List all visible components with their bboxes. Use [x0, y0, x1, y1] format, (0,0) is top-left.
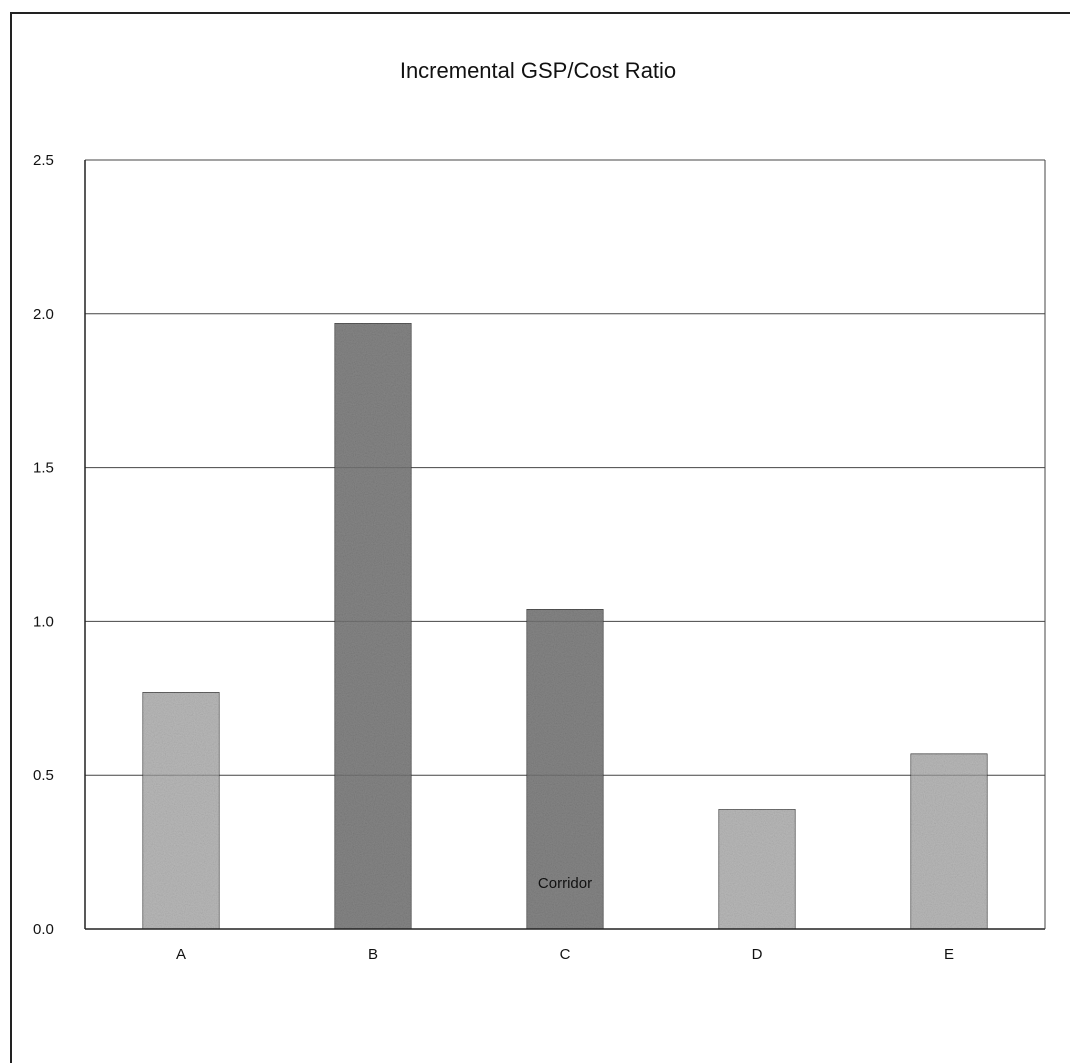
y-tick-label: 2.0	[33, 306, 54, 323]
y-tick-labels: 0.0 0.5 1.0 1.5 2.0 2.5	[33, 152, 54, 938]
bar-C	[526, 608, 604, 930]
x-tick-label: B	[368, 946, 378, 963]
bar-D	[718, 808, 796, 930]
x-axis-title: Corridor	[538, 875, 592, 892]
x-tick-label: E	[944, 946, 954, 963]
chart-frame	[10, 12, 1070, 1063]
x-tick-labels: A B C D E	[176, 946, 954, 963]
x-tick-label: D	[752, 946, 763, 963]
y-tick-label: 2.5	[33, 152, 54, 169]
bar-A	[142, 691, 220, 930]
bar-E	[910, 753, 988, 930]
x-tick-label: C	[560, 946, 571, 963]
bar-B	[334, 322, 412, 930]
x-tick-label: A	[176, 946, 186, 963]
y-tick-label: 0.5	[33, 767, 54, 784]
chart-title: Incremental GSP/Cost Ratio	[400, 58, 676, 83]
y-tick-label: 1.5	[33, 460, 54, 477]
y-tick-label: 0.0	[33, 921, 54, 938]
bars	[142, 322, 988, 930]
y-tick-label: 1.0	[33, 613, 54, 630]
